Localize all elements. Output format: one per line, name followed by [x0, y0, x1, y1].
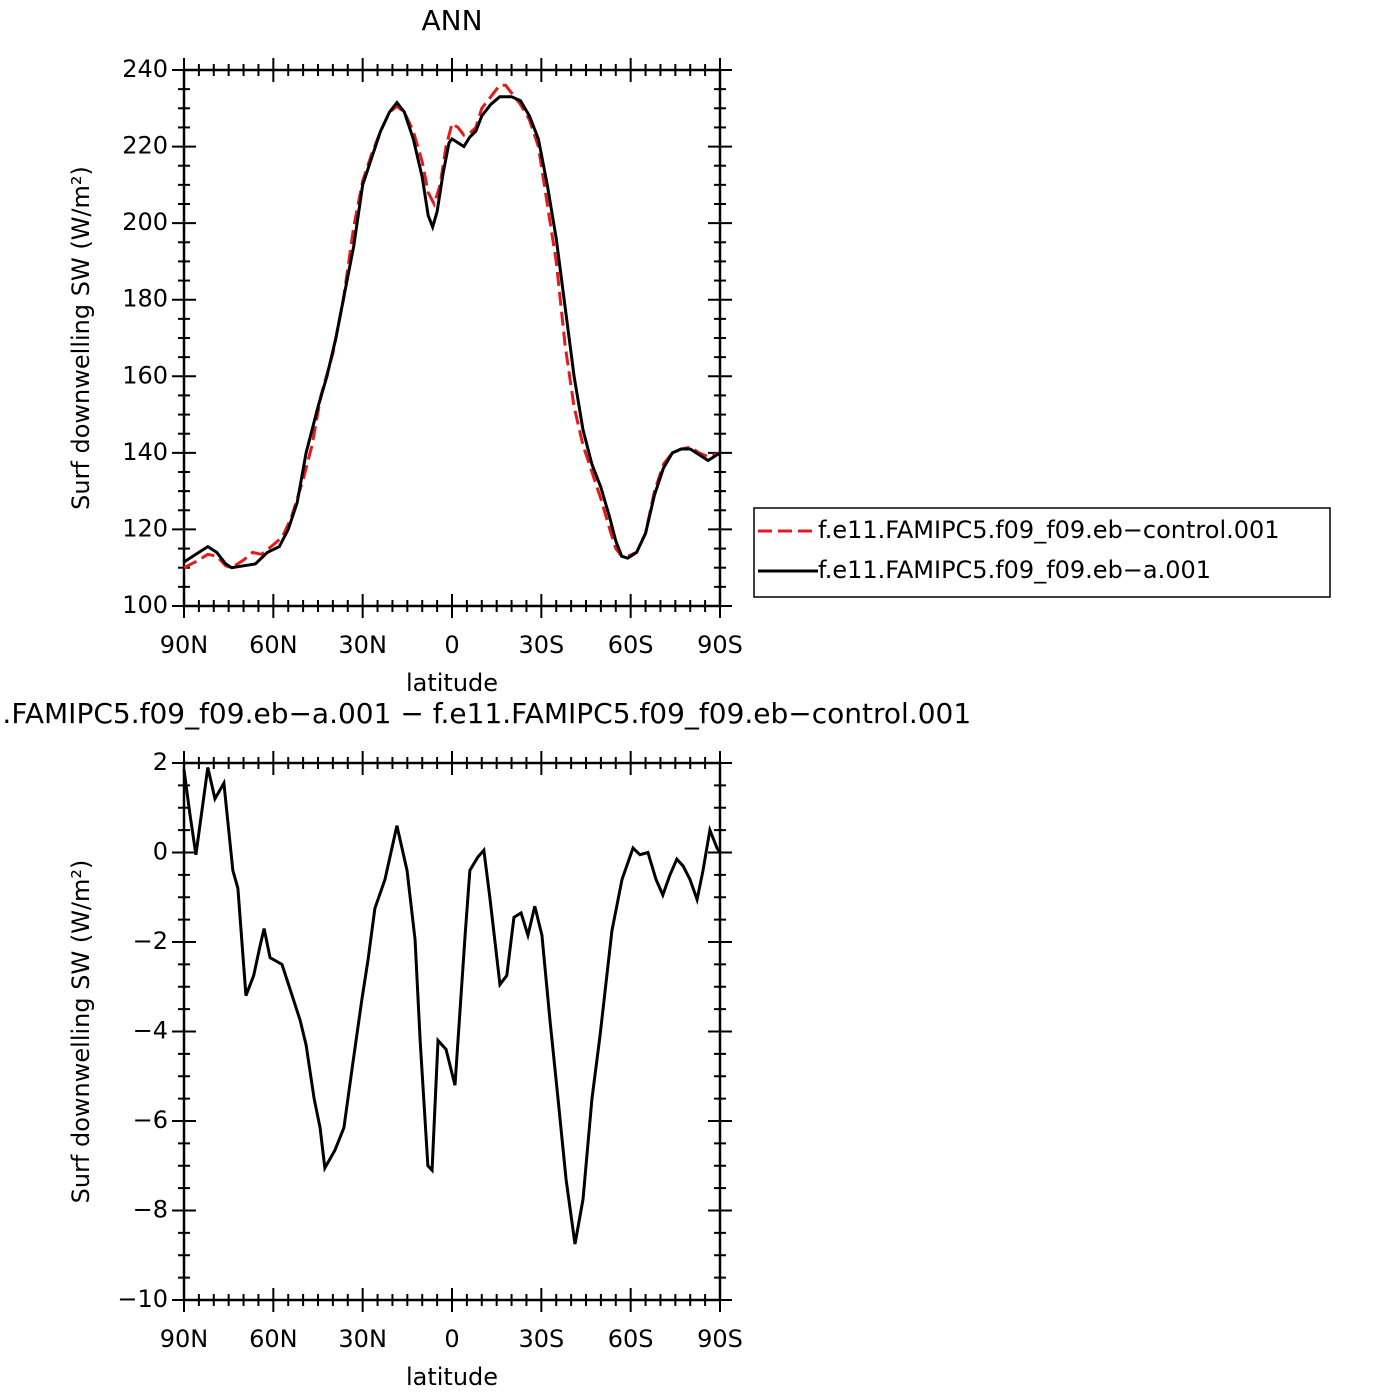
y-tick-label: 180: [122, 285, 168, 313]
y-tick-label: 0: [153, 838, 168, 866]
x-tick-label: 30S: [518, 1325, 564, 1353]
x-axis-label: latitude: [406, 1363, 498, 1391]
x-axis-label: latitude: [406, 669, 498, 697]
y-tick-label: 2: [153, 748, 168, 776]
x-tick-label: 90S: [697, 1325, 743, 1353]
x-tick-label: 60S: [608, 631, 654, 659]
x-tick-label: 90N: [160, 1325, 209, 1353]
x-tick-label: 90S: [697, 631, 743, 659]
x-tick-label: 60N: [249, 1325, 298, 1353]
data-line: [182, 767, 722, 1245]
y-tick-label: 120: [122, 514, 168, 542]
y-tick-label: −2: [133, 927, 168, 955]
x-tick-label: 0: [444, 1325, 459, 1353]
x-tick-label: 90N: [160, 631, 209, 659]
x-tick-label: 30S: [518, 631, 564, 659]
data-line: [183, 95, 721, 570]
y-tick-label: −8: [133, 1196, 168, 1224]
x-tick-label: 60S: [608, 1325, 654, 1353]
y-tick-label: −6: [133, 1106, 168, 1134]
chart-title: ANN: [421, 4, 482, 37]
y-tick-label: 160: [122, 361, 168, 389]
y-tick-label: −10: [117, 1285, 168, 1313]
data-line: [183, 83, 721, 570]
plot-frame: [182, 68, 722, 608]
y-tick-label: 100: [122, 591, 168, 619]
y-tick-label: 220: [122, 132, 168, 160]
plot-frame: [182, 761, 722, 1302]
x-tick-label: 30N: [338, 631, 387, 659]
x-tick-label: 60N: [249, 631, 298, 659]
legend-box: [753, 507, 1331, 598]
y-axis-label: Surf downwelling SW (W/m²): [67, 166, 95, 510]
y-tick-label: 240: [122, 55, 168, 83]
y-tick-label: 200: [122, 208, 168, 236]
chart-title: f.e11.FAMIPC5.f09_f09.eb−a.001 − f.e11.F…: [0, 697, 971, 730]
x-tick-label: 0: [444, 631, 459, 659]
y-tick-label: 140: [122, 438, 168, 466]
y-axis-label: Surf downwelling SW (W/m²): [67, 860, 95, 1204]
y-tick-label: −4: [133, 1017, 168, 1045]
x-tick-label: 30N: [338, 1325, 387, 1353]
legend-label: f.e11.FAMIPC5.f09_f09.eb−a.001: [818, 556, 1211, 584]
legend-label: f.e11.FAMIPC5.f09_f09.eb−control.001: [818, 516, 1280, 544]
